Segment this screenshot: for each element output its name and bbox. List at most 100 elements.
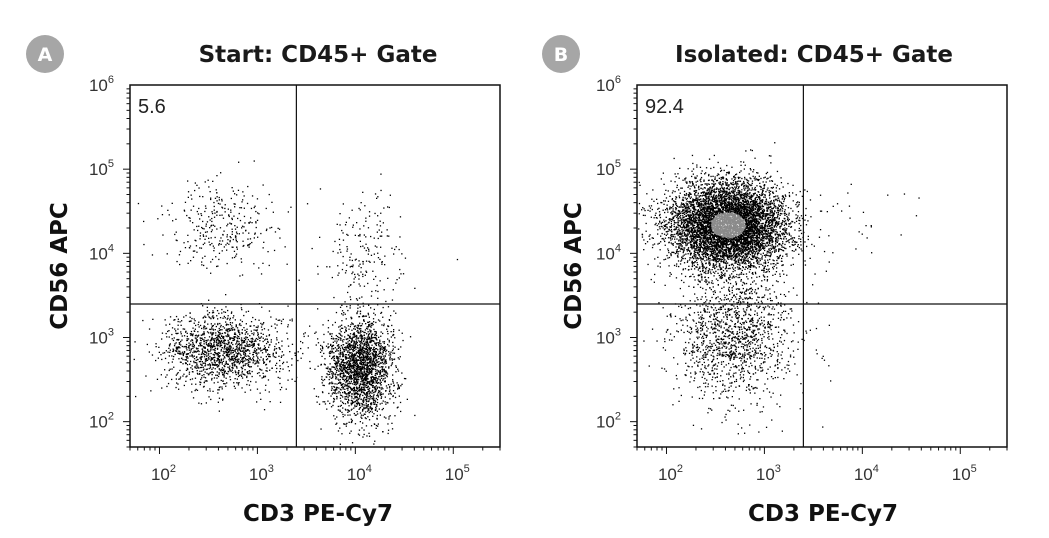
event-dot [364, 413, 366, 415]
event-dot [225, 343, 227, 345]
event-dot [339, 392, 341, 394]
event-dot [194, 337, 196, 339]
event-dot [235, 359, 237, 361]
event-dot [339, 367, 341, 369]
event-dot [377, 342, 379, 344]
event-dot [218, 258, 220, 261]
event-dot [201, 264, 203, 266]
y-tick-label: 106 [89, 74, 114, 95]
event-dot [218, 333, 221, 335]
event-dot [359, 352, 361, 354]
event-dot [186, 338, 188, 340]
event-dot [330, 389, 333, 391]
event-dot [406, 398, 408, 400]
event-dot [366, 340, 369, 342]
event-dot [221, 198, 223, 201]
event-dot [359, 341, 361, 343]
event-dot [367, 227, 370, 229]
event-dot [359, 365, 361, 368]
event-dot [352, 271, 354, 273]
event-dot [196, 362, 198, 364]
event-dot [265, 207, 267, 210]
event-dot [202, 235, 205, 237]
event-dot [213, 359, 216, 361]
event-dot [334, 240, 336, 243]
event-dot [300, 340, 302, 343]
event-dot [381, 368, 383, 371]
event-dot [353, 375, 355, 377]
event-dot [212, 332, 214, 335]
event-dot [177, 352, 179, 354]
event-dot [361, 405, 363, 407]
event-dot [375, 359, 377, 361]
event-dot [365, 236, 367, 238]
event-dot [358, 384, 361, 387]
event-dot [369, 337, 371, 339]
event-dot [360, 336, 362, 338]
event-dot [182, 358, 184, 361]
event-dot [287, 305, 289, 307]
event-dot [370, 335, 373, 337]
event-dot [379, 394, 382, 396]
event-dot [243, 341, 245, 343]
event-dot [665, 231, 667, 233]
event-dot [368, 411, 370, 414]
event-dot [387, 277, 389, 279]
event-dot [173, 349, 175, 351]
event-dot [379, 345, 381, 348]
event-dot [217, 336, 219, 338]
event-dot [350, 404, 353, 406]
event-dot [362, 350, 364, 352]
event-dot [698, 188, 700, 191]
event-dot [263, 345, 266, 347]
event-dot [252, 343, 254, 345]
event-dot [264, 339, 266, 341]
event-dot [233, 385, 235, 387]
event-dot [198, 334, 200, 336]
event-dot [726, 216, 729, 218]
event-dot [252, 345, 254, 347]
event-dot [183, 384, 185, 387]
event-dot [671, 211, 673, 213]
event-dot [394, 248, 396, 251]
event-dot [358, 359, 360, 361]
event-dot [250, 321, 253, 323]
event-dot [367, 326, 369, 328]
event-dot [242, 352, 245, 354]
event-dot [322, 384, 324, 386]
event-dot [333, 398, 336, 400]
event-dot [369, 340, 371, 342]
event-dot [356, 312, 358, 314]
event-dot [347, 365, 349, 367]
event-dot [166, 253, 168, 255]
event-dot [226, 363, 229, 365]
event-dot [358, 337, 360, 339]
event-dot [210, 340, 212, 342]
event-dot [255, 210, 257, 213]
event-dot [245, 355, 247, 357]
event-dot [213, 205, 215, 208]
event-dot [353, 340, 355, 342]
event-dot [327, 400, 329, 402]
event-dot [218, 252, 221, 254]
event-dot [224, 383, 226, 385]
event-dot [357, 381, 359, 383]
event-dot [225, 363, 227, 365]
event-dot [336, 387, 339, 389]
event-dot [332, 337, 334, 339]
event-dot [201, 353, 203, 355]
event-dot [359, 349, 361, 352]
event-dot [351, 354, 353, 357]
event-dot [244, 353, 247, 355]
event-dot [242, 240, 244, 242]
event-dot [336, 361, 338, 363]
event-dot [303, 335, 305, 338]
event-dot [241, 340, 243, 342]
event-dot [208, 241, 210, 243]
event-dot [319, 188, 322, 190]
event-dot [231, 349, 233, 351]
event-dot [353, 368, 355, 371]
event-dot [242, 232, 244, 234]
event-dot [213, 361, 216, 363]
event-dot [185, 343, 188, 346]
